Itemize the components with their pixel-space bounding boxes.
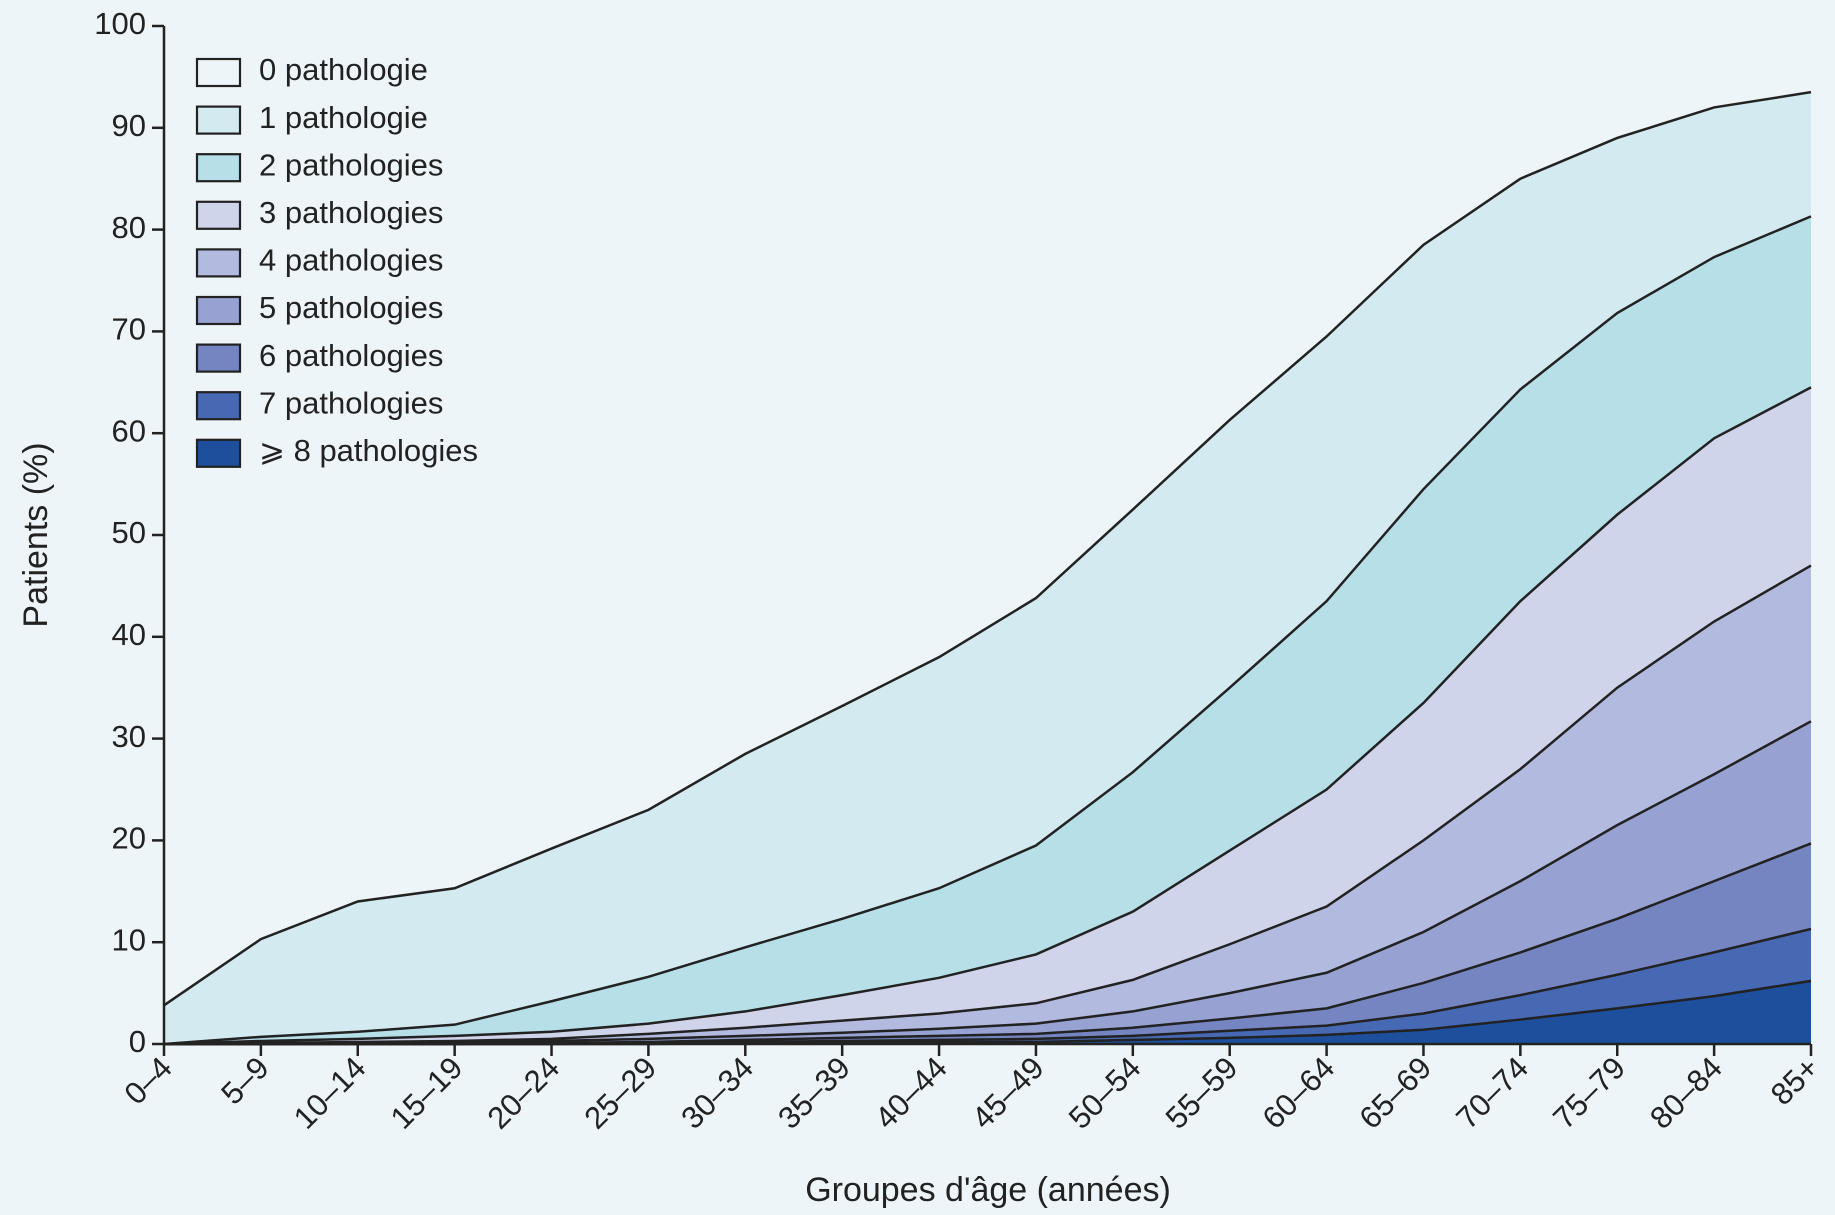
area (164, 92, 1811, 1045)
y-tick-label: 90 (112, 108, 146, 143)
legend-label: 4 pathologies (259, 243, 443, 278)
area (164, 216, 1811, 1045)
area (164, 980, 1811, 1044)
area (164, 26, 1811, 1006)
y-tick-label: 70 (112, 312, 146, 347)
y-tick-label: 30 (112, 719, 146, 754)
legend-label: 6 pathologies (259, 338, 443, 373)
legend-swatch (195, 391, 242, 421)
y-tick-label: 20 (112, 821, 146, 856)
legend-label: 2 pathologies (259, 147, 443, 182)
legend-label: 3 pathologies (259, 195, 443, 230)
legend-label: 7 pathologies (259, 385, 443, 420)
y-axis-label: Patients (%) (17, 442, 55, 627)
legend-swatch (195, 57, 242, 88)
x-axis-label: Groupes d'âge (années) (805, 1171, 1171, 1209)
y-tick-label: 10 (112, 922, 146, 957)
area (164, 843, 1811, 1044)
area (164, 387, 1811, 1044)
area-boundary (163, 215, 1812, 1046)
y-tick-label: 50 (112, 515, 146, 550)
legend-swatch (195, 248, 242, 278)
legend-swatch (195, 153, 242, 183)
y-tick-label: 40 (112, 617, 146, 652)
y-tick-label: 80 (112, 210, 146, 245)
y-tick-label: 100 (94, 6, 146, 41)
area (164, 565, 1811, 1044)
legend-label: 1 pathologie (259, 100, 428, 135)
area-boundary (163, 564, 1812, 1046)
legend-swatch (195, 200, 242, 230)
legend-label: 0 pathologie (259, 52, 428, 87)
legend-label: ⩾ 8 pathologies (259, 433, 478, 468)
legend-swatch (195, 438, 242, 468)
legend-swatch (195, 295, 242, 326)
legend-swatch (195, 105, 242, 135)
area-boundary (163, 90, 1812, 1007)
legend-label: 5 pathologies (259, 290, 443, 325)
area-boundary (163, 386, 1812, 1046)
area (164, 721, 1811, 1044)
y-tick-label: 0 (129, 1024, 146, 1059)
y-tick-label: 60 (112, 413, 146, 448)
legend-swatch (195, 343, 242, 373)
